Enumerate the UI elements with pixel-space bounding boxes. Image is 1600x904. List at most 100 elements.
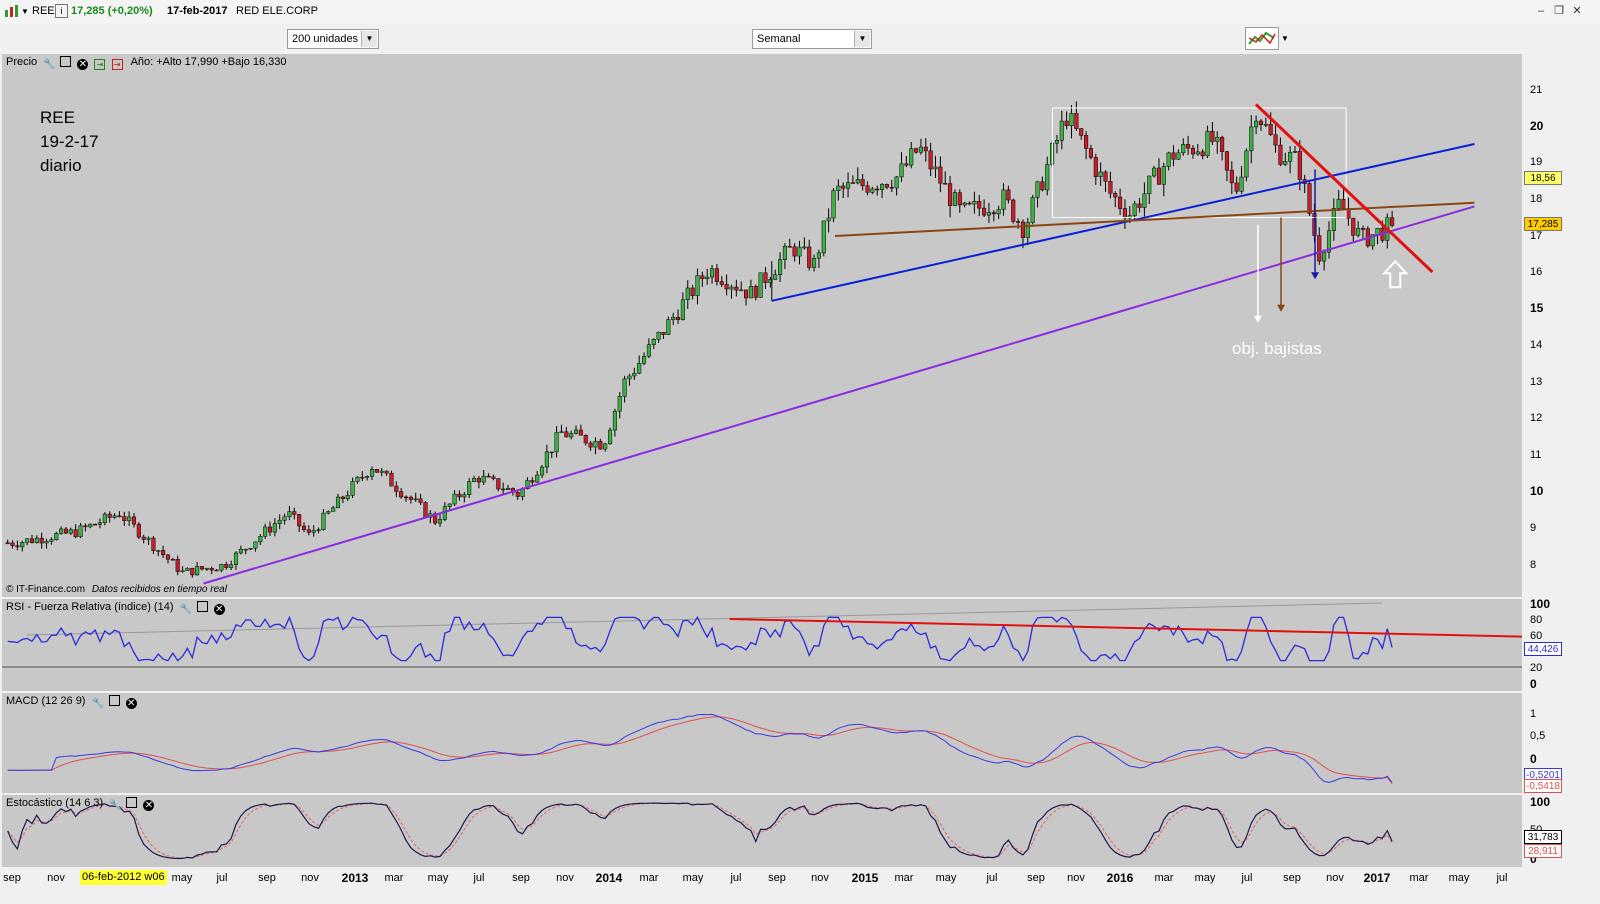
price-panel: Precio 🔧 ✕ ⇥ ⇥ Año: +Alto 17,990 +Bajo 1…: [2, 54, 1522, 597]
candle-down: [224, 564, 229, 568]
purple-trendline: [203, 205, 1475, 585]
candle-up: [1370, 234, 1375, 247]
wrench-icon[interactable]: 🔧: [109, 800, 122, 811]
note-line: diario: [40, 156, 82, 175]
candle-down: [1220, 136, 1225, 152]
candle-up: [49, 539, 54, 542]
candle-up: [1045, 164, 1050, 191]
candle-down: [598, 441, 603, 450]
x-tick-label: sep: [512, 872, 530, 884]
y-tick-label: 1: [1530, 708, 1537, 720]
stochastic-chart[interactable]: [2, 795, 1522, 867]
candle-down: [957, 192, 962, 206]
stochastic-panel-title: Estocástico (14 6 3): [6, 797, 104, 809]
y-tick-label: 100: [1530, 597, 1551, 611]
stochastic-k-tag: 31,783: [1524, 830, 1562, 844]
candle-down: [943, 182, 948, 185]
restore-icon[interactable]: ❐: [1554, 5, 1564, 17]
candle-up: [365, 476, 370, 478]
x-tick-label: nov: [301, 872, 319, 884]
candle-down: [199, 566, 205, 570]
candle-down: [1273, 134, 1278, 146]
price-last-tag: 17,285: [1524, 217, 1562, 231]
blue-target-arrow-head: [1311, 272, 1320, 280]
wrench-icon[interactable]: 🔧: [179, 604, 193, 615]
candle-down: [107, 513, 112, 518]
macd-y-axis: 10,50-0,5 -0,5201 -0,5418: [1522, 693, 1600, 793]
info-icon[interactable]: i: [55, 4, 68, 18]
close-circle-icon[interactable]: ✕: [77, 59, 89, 70]
candle-up: [1142, 193, 1147, 208]
candle-down: [267, 526, 273, 533]
candle-up: [758, 272, 763, 298]
wrench-icon[interactable]: 🔧: [43, 59, 56, 70]
minimize-icon[interactable]: –: [1537, 5, 1545, 17]
candle-down: [588, 442, 593, 448]
candle-up: [748, 286, 753, 299]
units-select[interactable]: 200 unidades ▼: [287, 29, 379, 49]
chart-app-icon[interactable]: [4, 4, 20, 21]
candle-down: [948, 183, 953, 206]
candle-up: [826, 217, 831, 222]
candle-up: [1030, 197, 1035, 223]
period-select[interactable]: Semanal ▼: [752, 29, 872, 49]
macd-line: [7, 713, 1393, 783]
candle-down: [131, 516, 137, 525]
candle-up: [1025, 222, 1030, 238]
realtime-data-note: Datos recibidos en tiempo real: [91, 584, 227, 595]
close-circle-icon[interactable]: ✕: [143, 800, 155, 811]
macd-panel-title: MACD (12 26 9): [6, 695, 86, 707]
close-circle-icon[interactable]: ✕: [125, 698, 137, 709]
candle-down: [991, 212, 996, 215]
chevron-down-icon[interactable]: ▼: [854, 31, 870, 47]
chart-type-dropdown-icon[interactable]: ▼: [1281, 34, 1289, 43]
candle-down: [1186, 144, 1191, 149]
copyright-text: © IT-Finance.com: [6, 584, 86, 595]
candle-up: [641, 355, 647, 364]
rsi-chart[interactable]: [2, 599, 1522, 691]
candle-down: [850, 182, 855, 184]
rsi-line: [7, 615, 1393, 663]
candle-down: [515, 492, 520, 497]
window-icon[interactable]: [60, 56, 72, 67]
note-line: 19-2-17: [40, 132, 99, 151]
candle-down: [374, 469, 379, 473]
candle-down: [1351, 217, 1356, 236]
close-circle-icon[interactable]: ✕: [213, 604, 225, 615]
candle-down: [1190, 147, 1196, 155]
close-icon[interactable]: ✕: [1572, 5, 1582, 17]
candle-down: [1064, 120, 1069, 127]
macd-chart[interactable]: [2, 693, 1522, 793]
chart-type-button[interactable]: [1245, 27, 1279, 50]
window-icon[interactable]: [196, 601, 208, 612]
candle-up: [413, 498, 418, 501]
wrench-icon[interactable]: 🔧: [91, 698, 104, 709]
candles-group: [5, 101, 1395, 578]
candle-up: [345, 495, 350, 500]
x-tick-label: mar: [1409, 872, 1429, 884]
candle-down: [408, 496, 413, 500]
candle-up: [68, 529, 73, 534]
period-select-value: Semanal: [757, 33, 801, 45]
candle-down: [306, 529, 311, 533]
candle-down: [1297, 151, 1302, 180]
candle-down: [914, 148, 919, 153]
export-icon[interactable]: ⇥: [94, 59, 106, 70]
brown-target-arrow: [1277, 217, 1285, 312]
candle-up: [1263, 124, 1268, 126]
chevron-down-icon[interactable]: ▼: [361, 31, 377, 47]
window-icon[interactable]: [108, 695, 120, 706]
candle-down: [875, 188, 880, 191]
price-chart[interactable]: [2, 54, 1522, 597]
chart-toolbar: 200 unidades ▼ Semanal ▼ ▼: [0, 24, 1600, 54]
remove-icon[interactable]: ⇥: [111, 59, 123, 70]
date-label: 17-feb-2017: [167, 5, 228, 17]
candle-down: [1171, 152, 1176, 160]
candle-down: [1011, 199, 1016, 222]
y-tick-label: 0: [1530, 677, 1537, 691]
candle-up: [962, 202, 967, 206]
menu-dropdown-icon[interactable]: ▼: [21, 7, 29, 16]
candle-down: [122, 516, 127, 521]
candle-up: [350, 481, 355, 496]
window-icon[interactable]: [126, 797, 138, 808]
